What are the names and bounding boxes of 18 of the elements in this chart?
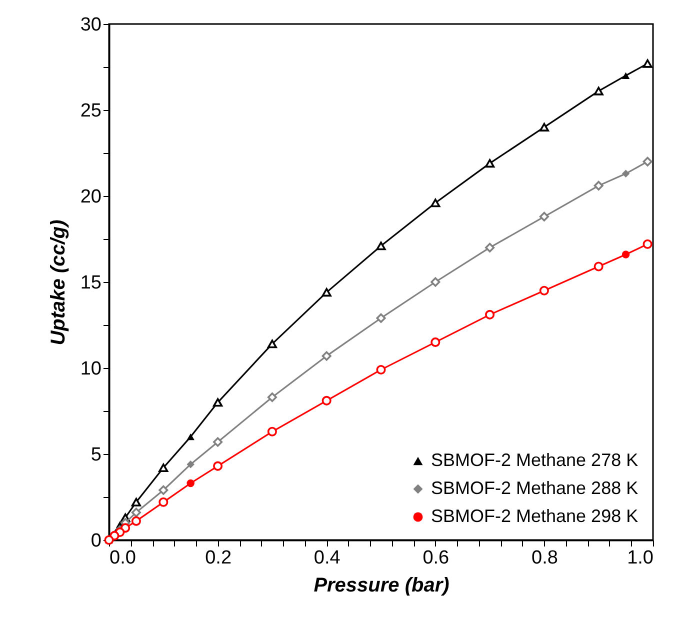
x-tick-label: 0.2: [205, 548, 232, 568]
y-tick-label: 10: [80, 358, 102, 380]
y-tick-label: 5: [90, 444, 102, 466]
x-tick-label: 0.4: [314, 548, 341, 568]
legend-label: SBMOF-2 Methane 278 K: [431, 450, 638, 470]
legend-label: SBMOF-2 Methane 298 K: [431, 506, 638, 526]
x-tick-label: 0.8: [531, 548, 558, 568]
y-tick-label: 20: [80, 186, 102, 208]
y-tick-label: 15: [80, 272, 102, 294]
legend-label: SBMOF-2 Methane 288 K: [431, 478, 638, 498]
y-axis-title: Uptake (cc/g): [47, 219, 70, 346]
x-tick-label: 0.6: [422, 548, 450, 568]
y-tick-label: 25: [80, 100, 102, 122]
y-tick-label: 0: [90, 530, 102, 552]
x-axis-title: Pressure (bar): [314, 574, 450, 596]
x-tick-label: 1.0: [627, 548, 654, 568]
y-tick-label: 30: [80, 14, 102, 36]
x-tick-label: 0.0: [110, 548, 136, 568]
